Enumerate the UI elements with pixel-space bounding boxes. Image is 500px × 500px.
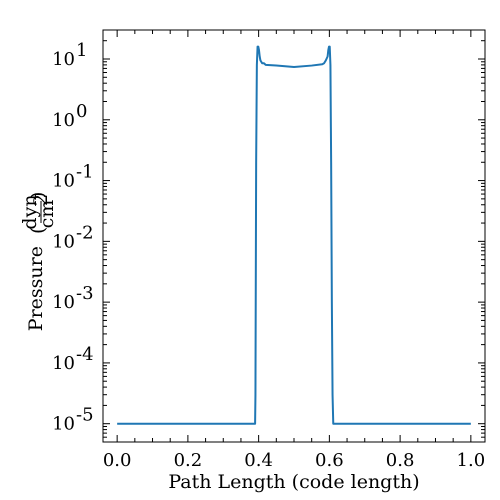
y-tick-label: 10: [52, 292, 75, 313]
series-line-0: [117, 45, 471, 425]
y-tick-label: 10: [52, 171, 75, 192]
y-axis-label-unit-denominator: cm: [36, 200, 58, 229]
y-axis-label-unit-numerator: dyn: [19, 194, 41, 229]
y-tick-label-exponent: -1: [76, 162, 94, 183]
y-tick-label: 10: [52, 414, 75, 435]
y-tick-label-exponent: -2: [76, 222, 94, 243]
x-tick-label: 0.2: [174, 450, 203, 471]
y-axis-label: Pressure ( dyn cm 2 ): [19, 192, 58, 332]
x-tick-label: 0.6: [315, 450, 344, 471]
x-axis-label: Path Length (code length): [168, 471, 419, 493]
y-tick-label: 10: [52, 353, 75, 374]
y-tick-label-exponent: -4: [76, 344, 94, 365]
plot-frame: [102, 29, 486, 443]
x-tick-label: 0.8: [386, 450, 415, 471]
y-axis-label-paren-close: ): [27, 192, 49, 199]
y-tick-label: 10: [52, 231, 75, 252]
y-tick-label-exponent: 1: [76, 40, 87, 61]
y-axis-label-unit-exponent: 2: [30, 194, 52, 206]
y-tick-label-exponent: 0: [76, 101, 87, 122]
y-tick-label-exponent: -5: [76, 405, 94, 426]
y-axis-label-prefix: Pressure: [25, 246, 47, 331]
y-tick-label: 10: [52, 49, 75, 70]
y-axis-label-paren-open: (: [27, 227, 49, 234]
x-tick-label: 0.4: [244, 450, 273, 471]
x-tick-label: 1.0: [457, 450, 486, 471]
marks: [117, 45, 471, 425]
y-tick-label: 10: [52, 110, 75, 131]
x-tick-label: 0.0: [103, 450, 132, 471]
y-tick-label-exponent: -3: [76, 283, 94, 304]
